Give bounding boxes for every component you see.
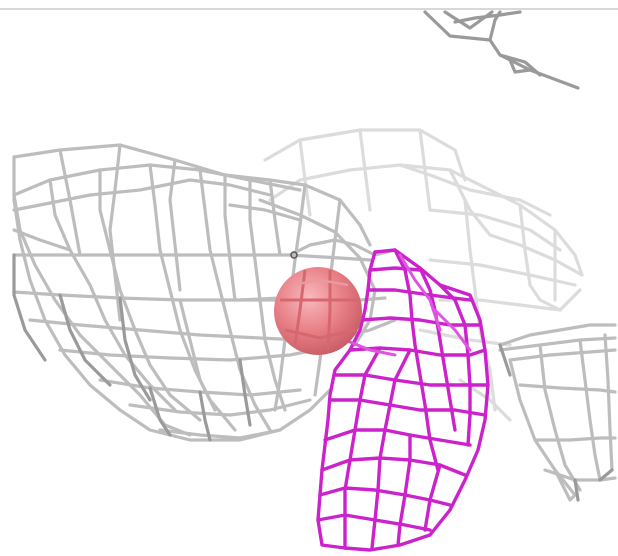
grey-density-mesh: [12, 143, 397, 442]
magenta-mesh-back: [343, 253, 472, 357]
grey-mesh-shading: [12, 253, 252, 442]
mesh-fragment-top-right: [423, 10, 580, 90]
atom-sphere[interactable]: [274, 267, 362, 355]
grey-mesh-right-fragment: [498, 323, 617, 502]
magenta-density-mesh: [316, 248, 490, 552]
grey-mesh-right-shading: [498, 343, 614, 502]
atom-marker-dot: [290, 251, 298, 259]
